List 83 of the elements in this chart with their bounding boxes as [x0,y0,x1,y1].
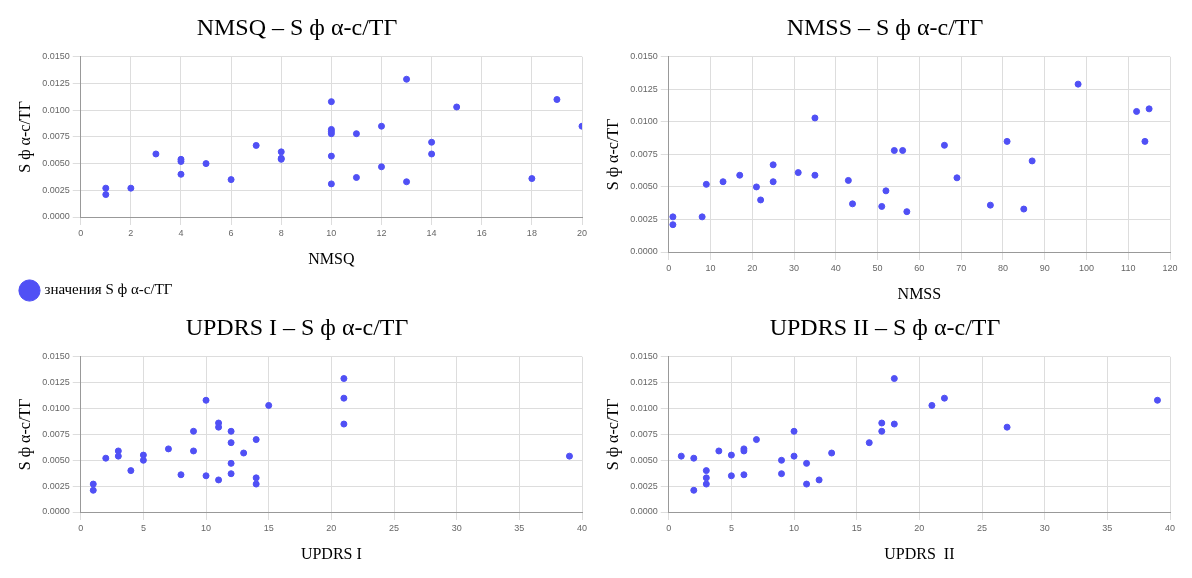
x-tick-label: 40 [830,262,841,273]
x-tick-label: 100 [1078,262,1094,273]
x-tick-label: 70 [956,262,967,273]
y-tick-label: 0.0100 [630,403,658,414]
y-axis-title: S ф α-с/ТГ [603,398,622,471]
x-tick-label: 120 [1162,262,1178,273]
x-axis-title: UPDRS I [300,544,362,562]
y-tick-label: 0.0150 [42,351,70,362]
x-tick-label: 15 [263,522,274,533]
y-tick-label: 0.0100 [630,116,658,127]
x-axis-title: NMSQ [308,249,355,267]
y-tick-label: 0.0000 [630,506,658,517]
y-tick-label: 0.0075 [42,428,70,439]
chart-title: UPDRS I – S ф α-с/ТГ [185,313,409,340]
x-tick-label: 90 [1039,262,1050,273]
x-tick-label: 25 [977,522,988,533]
x-axis-title: UPDRS II [884,544,955,562]
y-tick-label: 0.0150 [42,51,70,62]
y-tick-label: 0.0050 [630,181,658,192]
y-tick-label: 0.0150 [630,351,658,362]
x-tick-label: 80 [997,262,1008,273]
y-tick-label: 0.0025 [42,184,70,195]
x-tick-label: 0 [78,227,84,238]
x-tick-label: 15 [851,522,862,533]
y-tick-label: 0.0025 [630,213,658,224]
y-tick-label: 0.0075 [42,131,70,142]
x-tick-label: 12 [376,227,387,238]
x-tick-label: 6 [228,227,234,238]
x-tick-label: 20 [914,522,925,533]
y-tick-label: 0.0100 [42,403,70,414]
x-tick-label: 30 [789,262,800,273]
x-tick-label: 20 [576,227,588,238]
x-tick-label: 4 [178,227,184,238]
y-axis-title: S ф α-с/ТГ [603,118,622,191]
y-tick-label: 0.0150 [630,51,658,62]
legend-label: значения S ф α-с/ТГ [44,281,173,298]
x-axis-title: NMSS [897,284,942,302]
y-tick-label: 0.0125 [630,377,658,388]
x-tick-label: 60 [914,262,925,273]
y-axis-title: S ф α-с/ТГ [15,101,34,173]
x-tick-label: 5 [140,522,146,533]
x-tick-label: 0 [78,522,84,533]
x-tick-label: 0 [666,522,672,533]
x-tick-label: 35 [514,522,525,533]
x-tick-label: 10 [789,522,800,533]
x-tick-label: 25 [389,522,400,533]
y-tick-label: 0.0025 [42,480,70,491]
x-tick-label: 30 [1039,522,1050,533]
y-tick-label: 0.0000 [42,211,70,222]
x-tick-label: 16 [476,227,487,238]
y-tick-label: 0.0000 [42,506,70,517]
x-tick-label: 35 [1102,522,1113,533]
x-tick-label: 20 [326,522,337,533]
x-tick-label: 10 [705,262,716,273]
x-tick-label: 14 [426,227,437,238]
y-tick-label: 0.0075 [630,428,658,439]
y-axis-title: S ф α-с/ТГ [15,398,34,471]
y-tick-label: 0.0050 [630,454,658,465]
x-tick-label: 50 [872,262,883,273]
y-tick-label: 0.0050 [42,454,70,465]
x-tick-label: 20 [747,262,758,273]
y-tick-label: 0.0025 [630,480,658,491]
y-tick-label: 0.0125 [42,377,70,388]
x-tick-label: 30 [451,522,462,533]
x-tick-label: 8 [278,227,284,238]
y-tick-label: 0.0050 [42,158,70,169]
chart-title: NMSS – S ф α-с/ТГ [786,13,984,40]
chart-title: UPDRS II – S ф α-с/ТГ [769,313,1001,340]
x-tick-label: 10 [201,522,212,533]
chart-title: NMSQ – S ф α-с/ТГ [196,13,398,40]
x-tick-label: 40 [576,522,588,533]
x-tick-label: 2 [128,227,134,238]
x-tick-label: 18 [526,227,537,238]
y-tick-label: 0.0125 [630,83,658,94]
y-tick-label: 0.0125 [42,77,70,88]
x-tick-label: 10 [326,227,337,238]
y-tick-label: 0.0075 [630,148,658,159]
y-tick-label: 0.0000 [630,246,658,257]
y-tick-label: 0.0100 [42,104,70,115]
x-tick-label: 0 [666,262,672,273]
x-tick-label: 5 [728,522,734,533]
x-tick-label: 110 [1121,262,1136,273]
x-tick-label: 40 [1164,522,1176,533]
